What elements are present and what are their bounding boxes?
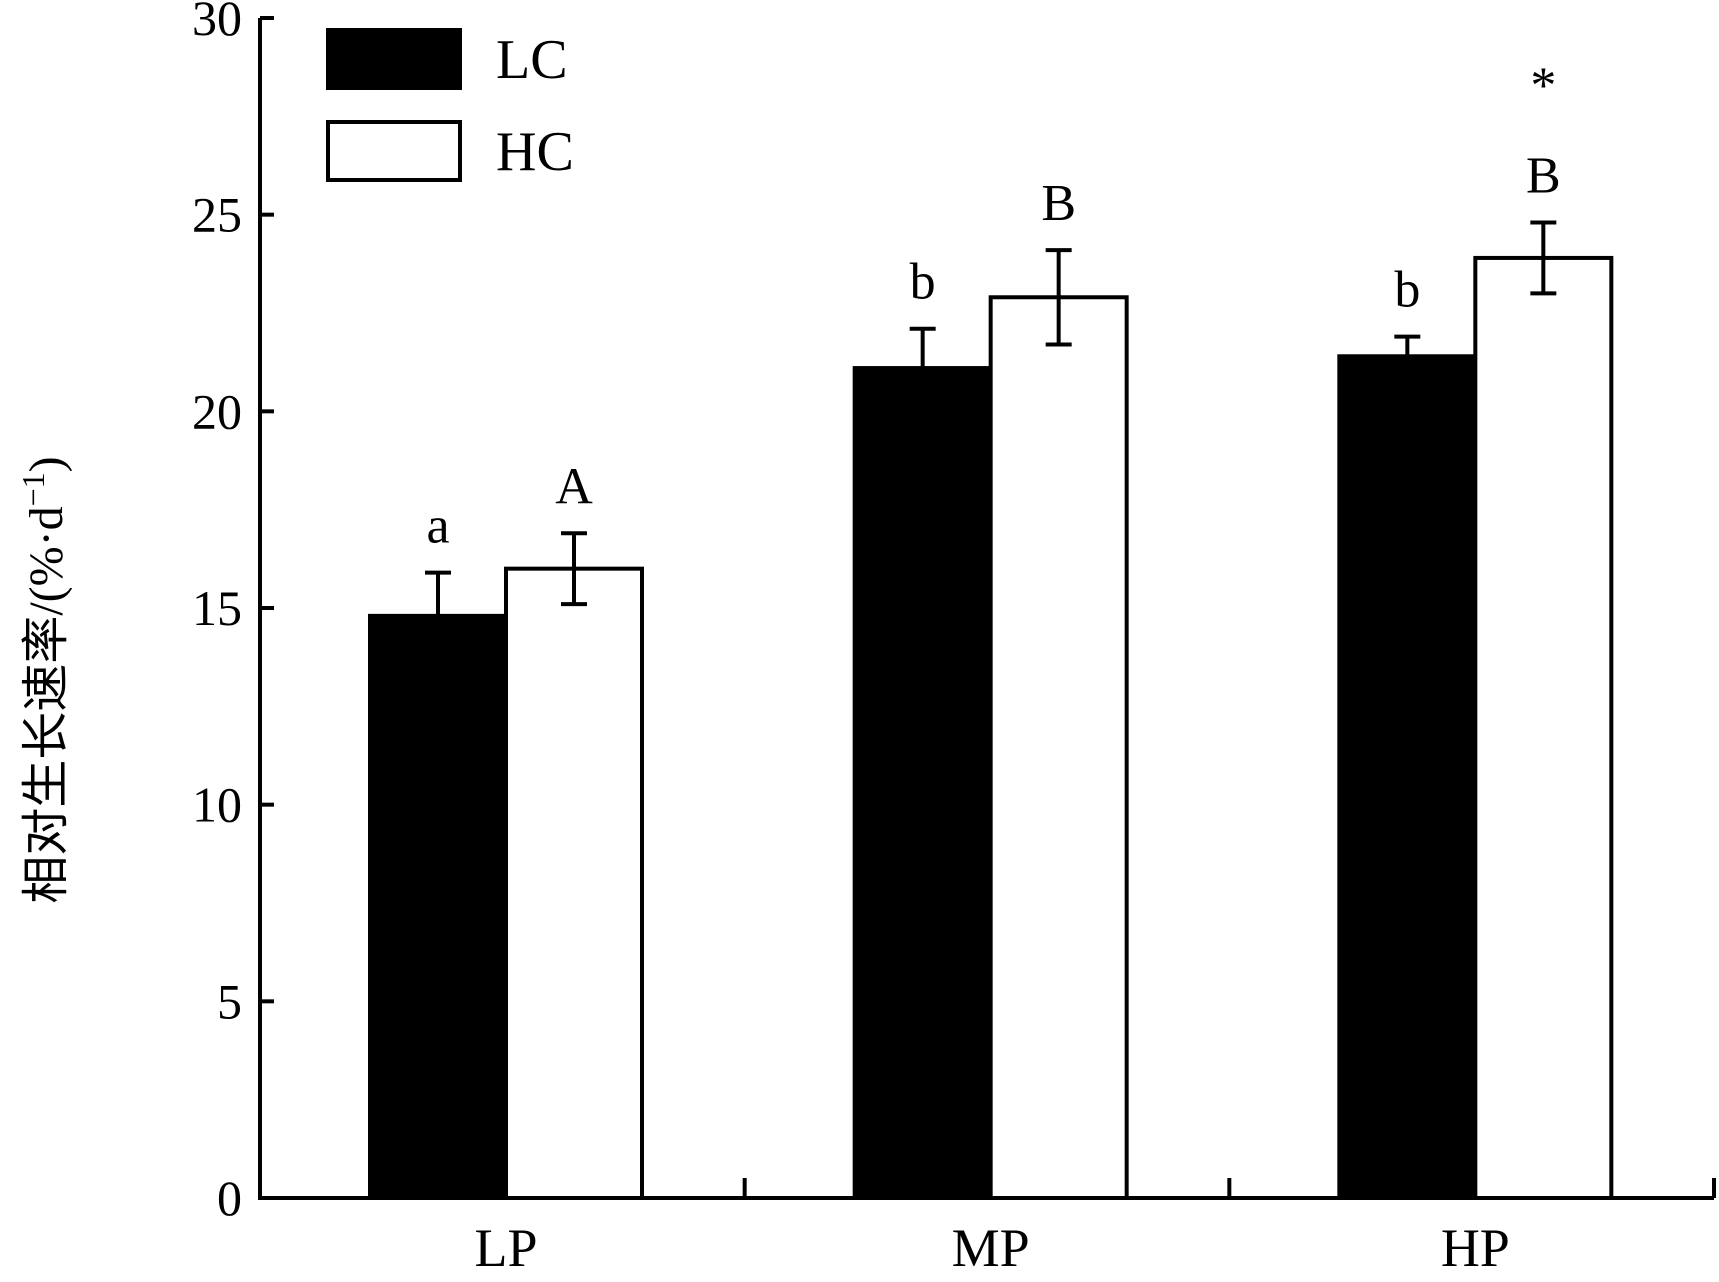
y-axis-label: 相对生长速率/(%·d−1) [15, 456, 73, 903]
y-tick-label-0: 0 [217, 1170, 242, 1226]
bar-lc-lp [368, 613, 508, 1200]
legend-swatch-lc [326, 28, 462, 90]
x-tick-label-hp: HP [1441, 1218, 1510, 1278]
bar-hc-lp [504, 566, 644, 1200]
plot-area: a Ab Bb B * [368, 58, 1614, 1201]
bar-hc-mp [988, 295, 1129, 1200]
sig-letter-lc-lp: a [426, 498, 449, 555]
x-tick-label-lp: LP [474, 1218, 537, 1278]
legend-label-hc: HC [496, 121, 574, 183]
sig-letter-hc-lp: A [555, 458, 593, 515]
axes: LP MP HP 0 5 10 15 20 25 30 [192, 0, 1716, 1278]
annotation-asterisk-0: * [1530, 58, 1556, 115]
y-tick-label-25: 25 [192, 187, 242, 243]
y-axis-label-superscript: −1 [15, 472, 51, 506]
legend-label-lc: LC [496, 29, 568, 91]
x-tick-label-mp: MP [952, 1218, 1030, 1278]
y-tick-label-5: 5 [217, 973, 242, 1029]
legend-swatch-hc [326, 120, 462, 182]
y-tick-label-30: 30 [192, 0, 242, 46]
sig-letter-hc-mp: B [1041, 175, 1076, 232]
legend: LC HC [326, 28, 574, 183]
bar-lc-mp [852, 366, 993, 1201]
bar-hc-hp [1473, 255, 1614, 1200]
sig-letter-lc-mp: b [910, 254, 936, 311]
sig-letter-hc-hp: B [1526, 148, 1561, 205]
y-axis-label-main: 相对生长速率/(%·d [20, 506, 73, 903]
y-axis-label-close: ) [20, 456, 73, 472]
y-tick-label-15: 15 [192, 580, 242, 636]
y-tick-label-10: 10 [192, 777, 242, 833]
y-tick-label-20: 20 [192, 383, 242, 439]
bar-lc-hp [1337, 354, 1478, 1200]
sig-letter-lc-hp: b [1394, 262, 1420, 319]
